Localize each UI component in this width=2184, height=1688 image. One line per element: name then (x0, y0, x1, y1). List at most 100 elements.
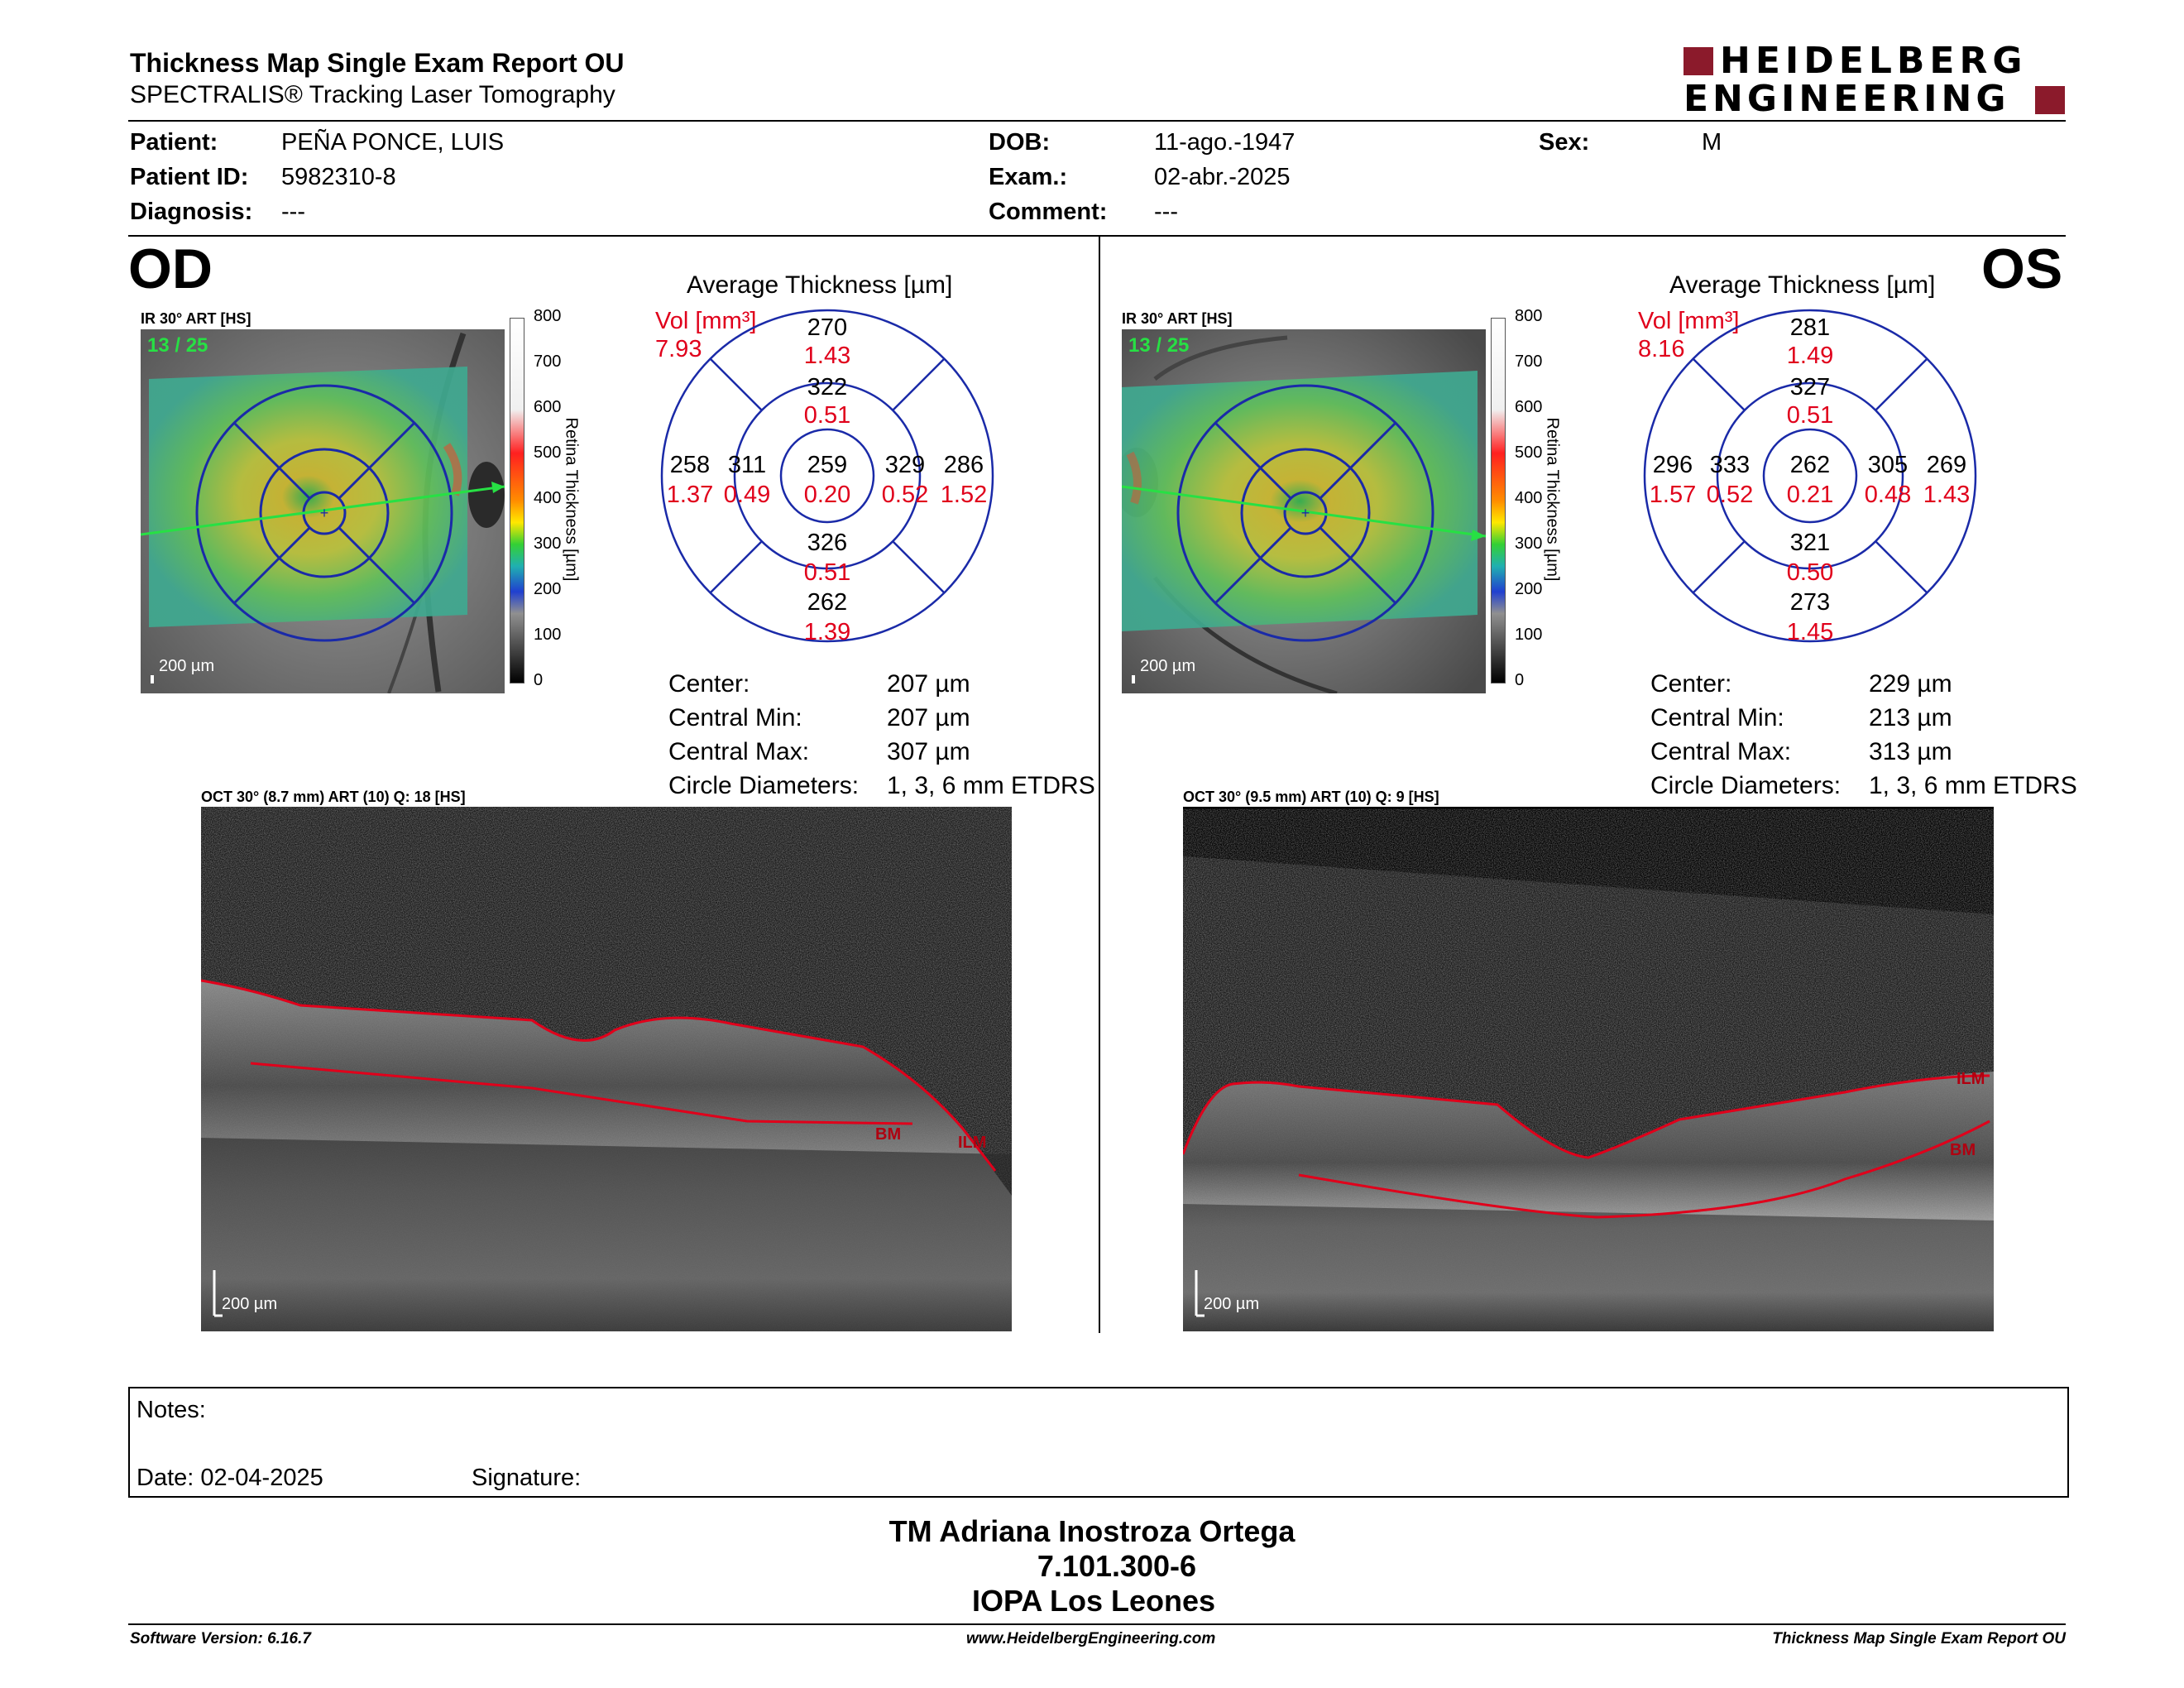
os-vol-value: 8.16 (1638, 336, 1685, 362)
os-stat-center-value: 229 µm (1869, 670, 1952, 698)
date-label: Date: 02-04-2025 (136, 1465, 323, 1491)
os-stat-center-label: Center: (1650, 670, 1732, 698)
os-outer-inf-vol: 1.45 (1786, 619, 1834, 645)
svg-text:+: + (1301, 505, 1310, 521)
os-inner-nasal-vol: 0.52 (1706, 482, 1754, 508)
os-inner-sup-thickness: 327 (1789, 374, 1831, 400)
od-tick-600: 600 (534, 398, 562, 416)
od-inner-nasal-vol: 0.52 (881, 482, 929, 508)
od-stat-max-label: Central Max: (668, 738, 810, 765)
od-stat-center-label: Center: (668, 670, 750, 698)
exam-value: 02-abr.-2025 (1154, 164, 1291, 190)
os-inner-inf-vol: 0.50 (1786, 559, 1834, 586)
os-fundus-caption: IR 30° ART [HS] (1122, 310, 1233, 327)
os-colorbar (1491, 318, 1506, 683)
od-outer-nasal-thickness: 286 (943, 452, 984, 478)
os-etdrs-grid (1643, 309, 1977, 643)
od-outer-sup-thickness: 270 (807, 314, 848, 341)
od-outer-inf-vol: 1.39 (803, 619, 851, 645)
od-vol-label: Vol [mm³] (655, 308, 757, 334)
od-tick-100: 100 (534, 626, 562, 644)
os-frame-count: 13 / 25 (1128, 334, 1190, 357)
od-stat-diam-value: 1, 3, 6 mm ETDRS (887, 772, 1095, 799)
od-frame-count: 13 / 25 (147, 334, 208, 357)
dob-label: DOB: (989, 129, 1051, 156)
os-tick-800: 800 (1515, 307, 1543, 325)
os-vol-label: Vol [mm³] (1638, 308, 1740, 334)
os-tick-0: 0 (1515, 671, 1525, 689)
eye-divider (1099, 237, 1100, 1333)
od-outer-sup-vol: 1.43 (803, 343, 851, 369)
od-stat-min-label: Central Min: (668, 704, 802, 731)
footer-website-link[interactable]: www.HeidelbergEngineering.com (966, 1630, 1216, 1647)
os-stat-max-label: Central Max: (1650, 738, 1792, 765)
os-outer-nasal-vol: 1.57 (1649, 482, 1697, 508)
od-oct-caption: OCT 30° (8.7 mm) ART (10) Q: 18 [HS] (201, 789, 466, 805)
od-inner-temp-vol: 0.49 (723, 482, 771, 508)
os-oct-caption: OCT 30° (9.5 mm) ART (10) Q: 9 [HS] (1183, 789, 1439, 805)
comment-value: --- (1154, 199, 1178, 225)
signer-id: 7.101.300-6 (1037, 1549, 1197, 1583)
footer-report-name: Thickness Map Single Exam Report OU (1772, 1630, 2066, 1647)
diagnosis-value: --- (281, 199, 305, 225)
diagnosis-label: Diagnosis: (130, 199, 253, 225)
os-stat-min-value: 213 µm (1869, 704, 1952, 731)
signer-name: TM Adriana Inostroza Ortega (888, 1514, 1296, 1548)
od-tick-500: 500 (534, 444, 562, 462)
os-ilm-label: ILM (1956, 1070, 1985, 1088)
od-vol-value: 7.93 (655, 336, 702, 362)
sex-label: Sex: (1539, 129, 1590, 156)
od-fundus-caption: IR 30° ART [HS] (141, 310, 251, 327)
report-title: Thickness Map Single Exam Report OU (130, 48, 625, 78)
os-stat-max-value: 313 µm (1869, 738, 1952, 765)
sex-value: M (1702, 129, 1722, 156)
od-tick-400: 400 (534, 489, 562, 507)
od-inner-inf-thickness: 326 (807, 530, 848, 556)
os-inner-sup-vol: 0.51 (1786, 402, 1834, 429)
os-outer-sup-vol: 1.49 (1786, 343, 1834, 369)
notes-box[interactable]: Notes: Date: 02-04-2025 Signature: (128, 1387, 2069, 1498)
od-stat-max-value: 307 µm (887, 738, 970, 765)
os-oct-image: ILM BM 200 µm (1183, 807, 1994, 1331)
od-scale-label: 200 µm (159, 657, 215, 675)
dob-value: 11-ago.-1947 (1154, 129, 1296, 156)
os-scale-label: 200 µm (1140, 657, 1196, 675)
footer-software-version: Software Version: 6.16.7 (130, 1630, 311, 1647)
signer-institution: IOPA Los Leones (971, 1584, 1216, 1618)
od-outer-inf-thickness: 262 (807, 589, 848, 616)
od-colorbar (510, 318, 524, 683)
patient-name: PEÑA PONCE, LUIS (281, 129, 505, 156)
od-inner-sup-thickness: 322 (807, 374, 848, 400)
od-colorbar-label: Retina Thickness [µm] (562, 417, 581, 582)
signature-label: Signature: (472, 1465, 582, 1491)
os-oct-scale: 200 µm (1204, 1295, 1260, 1313)
os-stat-diam-value: 1, 3, 6 mm ETDRS (1869, 772, 2077, 799)
od-inner-temp-thickness: 311 (727, 452, 767, 478)
os-inner-nasal-thickness: 333 (1709, 452, 1751, 478)
od-stat-center-value: 207 µm (887, 670, 970, 698)
os-stat-diam-label: Circle Diameters: (1650, 772, 1842, 799)
os-tick-100: 100 (1515, 626, 1543, 644)
od-outer-temp-thickness: 258 (669, 452, 711, 478)
od-stat-diam-label: Circle Diameters: (668, 772, 860, 799)
os-center-vol: 0.21 (1786, 482, 1834, 508)
os-tick-400: 400 (1515, 489, 1543, 507)
os-tick-300: 300 (1515, 535, 1543, 553)
od-center-thickness: 259 (807, 452, 848, 478)
os-tick-700: 700 (1515, 352, 1543, 371)
os-avg-title: Average Thickness [µm] (1669, 271, 1936, 299)
patient-label: Patient: (130, 129, 218, 156)
od-outer-nasal-vol: 1.52 (940, 482, 988, 508)
comment-label: Comment: (989, 199, 1108, 225)
od-bm-label: BM (875, 1125, 902, 1144)
os-fundus-image: + 13 / 25 200 µm (1122, 329, 1486, 693)
od-inner-sup-vol: 0.51 (803, 402, 851, 429)
od-inner-nasal-thickness: 329 (884, 452, 926, 478)
exam-label: Exam.: (989, 164, 1068, 190)
od-avg-title: Average Thickness [µm] (687, 271, 953, 299)
od-stat-min-value: 207 µm (887, 704, 970, 731)
logo-line-1: HEIDELBERG (1720, 40, 2028, 82)
svg-text:+: + (320, 505, 329, 521)
report-subtitle: SPECTRALIS® Tracking Laser Tomography (130, 81, 615, 108)
os-inner-temp-thickness: 305 (1867, 452, 1909, 478)
